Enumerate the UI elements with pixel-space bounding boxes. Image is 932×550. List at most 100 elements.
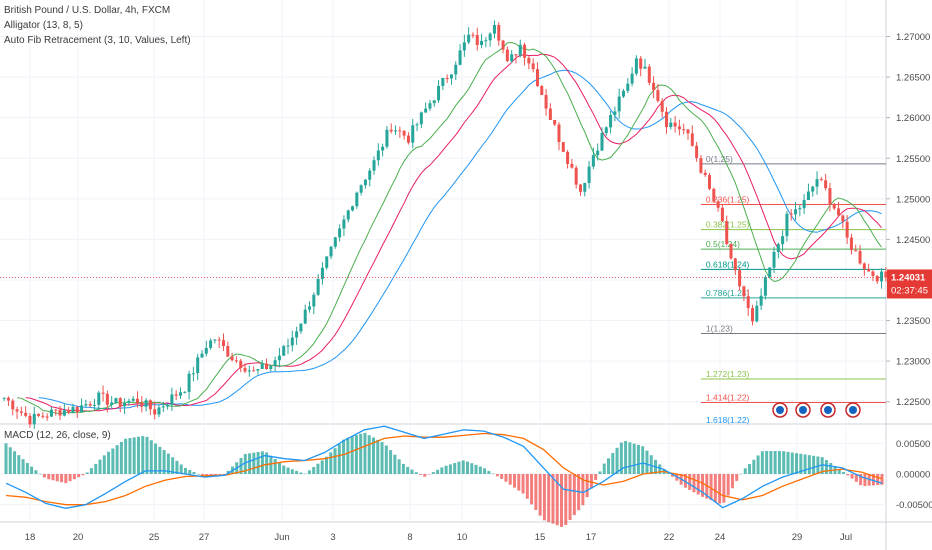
candle-body	[359, 185, 363, 193]
candle-body	[428, 103, 432, 109]
macd-histogram-bar	[333, 448, 337, 474]
macd-histogram-bar	[816, 456, 820, 474]
fib-legend: Auto Fib Retracement (3, 10, Values, Lef…	[4, 35, 191, 46]
macd-histogram-bar	[350, 436, 354, 474]
flag-center	[849, 406, 857, 414]
fib-level-label: 1(1.23)	[706, 324, 733, 334]
macd-histogram-bar	[94, 463, 98, 474]
macd-histogram-bar	[436, 469, 440, 474]
macd-line	[5, 425, 883, 509]
candle-body	[28, 415, 32, 425]
candle-body	[759, 295, 763, 306]
candle-body	[699, 158, 703, 173]
macd-histogram-bar	[299, 472, 303, 474]
macd-histogram-bar	[803, 454, 807, 474]
candle-body	[832, 203, 836, 209]
candle-body	[656, 90, 660, 101]
event-flag-icon[interactable]	[795, 402, 811, 418]
macd-histogram-bar	[760, 451, 764, 474]
candle-body	[755, 305, 759, 322]
event-flag-icon[interactable]	[820, 402, 836, 418]
macd-histogram-bar	[461, 460, 465, 474]
macd-histogram-bar	[594, 474, 598, 480]
macd-histogram-bar	[423, 474, 427, 477]
candle-body	[686, 129, 690, 134]
candle-body	[37, 413, 41, 416]
macd-histogram-bar	[192, 471, 196, 474]
macd-histogram-bar	[337, 443, 341, 474]
event-flag-icon[interactable]	[845, 402, 861, 418]
candle-body	[458, 50, 462, 65]
macd-histogram-bar	[145, 436, 149, 474]
candle-body	[523, 44, 527, 58]
candle-body	[652, 82, 656, 91]
macd-histogram-bar	[444, 465, 448, 474]
candle-body	[591, 155, 595, 167]
macd-histogram-bar	[354, 435, 358, 474]
candle-body	[118, 398, 122, 407]
price-and-time-axes: 1.27000 1.26500 1.26000 1.25500 1.25000 1.245…	[0, 32, 932, 543]
candle-body	[170, 394, 174, 405]
macd-histogram-bar	[371, 437, 375, 474]
candle-body	[781, 236, 785, 245]
macd-histogram-bar	[615, 447, 619, 474]
macd-histogram-bar	[773, 451, 777, 474]
macd-histogram-bar	[273, 459, 277, 474]
macd-histogram-bar	[380, 442, 384, 474]
candle-body	[221, 340, 226, 347]
candle-body	[587, 166, 591, 183]
candle-body	[471, 34, 475, 36]
macd-histogram-bar	[769, 451, 773, 474]
macd-histogram-bar	[260, 451, 264, 474]
candle-body	[424, 108, 428, 113]
candle-body	[333, 237, 337, 247]
candle-body	[148, 400, 152, 410]
candle-body	[376, 150, 380, 161]
macd-histogram-bar	[491, 473, 495, 475]
candle-body	[105, 393, 109, 405]
event-flag-icon[interactable]	[772, 402, 788, 418]
candle-body	[488, 33, 492, 41]
macd-histogram-bar	[329, 452, 333, 474]
macd-histogram-bar	[269, 455, 273, 474]
candle-body	[11, 400, 15, 410]
candle-body	[794, 209, 798, 215]
candle-body	[497, 25, 501, 41]
macd-histogram-bar	[303, 473, 307, 475]
macd-histogram-bar	[671, 474, 675, 477]
macd-histogram-bar	[696, 474, 700, 495]
candle-body	[514, 54, 518, 56]
macd-histogram-bar	[465, 461, 470, 474]
candle-body	[389, 129, 393, 132]
macd-histogram-bar	[701, 474, 705, 497]
candle-body	[166, 404, 170, 407]
macd-histogram-bar	[777, 451, 781, 474]
economic-events[interactable]	[772, 402, 861, 418]
candle-body	[58, 409, 62, 416]
macd-histogram-bar	[85, 472, 89, 474]
candle-body	[174, 394, 178, 396]
macd-histogram-bar	[585, 474, 589, 498]
candle-body	[92, 404, 96, 406]
macd-histogram-bar	[611, 453, 615, 474]
macd-histogram-bar	[799, 453, 803, 474]
macd-histogram-bar	[555, 474, 559, 526]
price-badge	[887, 269, 932, 299]
candle-body	[531, 63, 535, 70]
candle-body	[501, 40, 505, 50]
candle-body	[729, 243, 733, 259]
macd-histogram-bar	[324, 456, 328, 474]
macd-histogram-bar	[17, 455, 21, 474]
macd-histogram-bar	[359, 433, 363, 474]
candle-body	[256, 369, 260, 371]
macd-tick-label: 0.00500	[896, 439, 930, 450]
candle-body	[239, 360, 243, 368]
macd-histogram-bar	[166, 453, 170, 474]
macd-histogram-bar	[726, 474, 730, 496]
candle-body	[510, 54, 514, 62]
candle-body	[277, 355, 281, 361]
alligator-lines	[17, 41, 882, 415]
flag-center	[776, 406, 784, 414]
